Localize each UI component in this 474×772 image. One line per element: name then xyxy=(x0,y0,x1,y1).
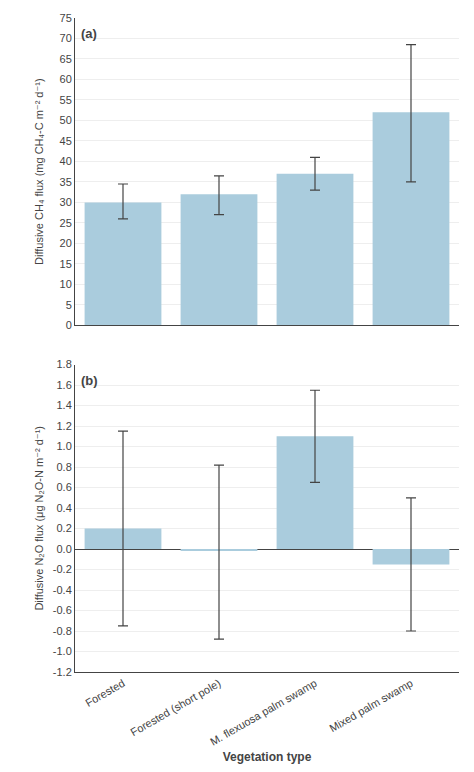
svg-text:1.4: 1.4 xyxy=(57,399,72,411)
svg-text:45: 45 xyxy=(60,135,72,147)
svg-text:35: 35 xyxy=(60,176,72,188)
svg-text:30: 30 xyxy=(60,196,72,208)
svg-text:0.4: 0.4 xyxy=(57,502,72,514)
svg-text:1.6: 1.6 xyxy=(57,379,72,391)
svg-text:(b): (b) xyxy=(81,373,98,388)
svg-text:20: 20 xyxy=(60,237,72,249)
svg-text:55: 55 xyxy=(60,94,72,106)
svg-text:15: 15 xyxy=(60,258,72,270)
svg-text:-1.0: -1.0 xyxy=(53,645,72,657)
svg-text:Diffusive N₂O flux (μg N₂O-N m: Diffusive N₂O flux (μg N₂O-N m⁻² d⁻¹) xyxy=(33,426,45,611)
svg-text:0.8: 0.8 xyxy=(57,461,72,473)
svg-text:25: 25 xyxy=(60,217,72,229)
svg-text:0: 0 xyxy=(66,319,72,331)
svg-text:-1.2: -1.2 xyxy=(53,666,72,678)
svg-text:1.0: 1.0 xyxy=(57,440,72,452)
svg-text:(a): (a) xyxy=(81,26,97,41)
svg-text:Vegetation type: Vegetation type xyxy=(223,750,312,764)
svg-text:70: 70 xyxy=(60,32,72,44)
svg-text:5: 5 xyxy=(66,299,72,311)
svg-text:-0.2: -0.2 xyxy=(53,563,72,575)
svg-text:0.6: 0.6 xyxy=(57,481,72,493)
svg-text:40: 40 xyxy=(60,155,72,167)
svg-text:Mixed palm swamp: Mixed palm swamp xyxy=(327,677,415,734)
svg-text:Diffusive CH₄ flux (mg CH₄-C m: Diffusive CH₄ flux (mg CH₄-C m⁻² d⁻¹) xyxy=(33,78,45,265)
svg-text:M. flexuosa palm swamp: M. flexuosa palm swamp xyxy=(208,677,319,748)
svg-text:-0.8: -0.8 xyxy=(53,625,72,637)
svg-text:1.8: 1.8 xyxy=(57,358,72,370)
svg-text:Forested: Forested xyxy=(83,677,127,709)
svg-text:50: 50 xyxy=(60,114,72,126)
svg-text:60: 60 xyxy=(60,73,72,85)
svg-text:65: 65 xyxy=(60,53,72,65)
svg-text:-0.6: -0.6 xyxy=(53,604,72,616)
svg-text:75: 75 xyxy=(60,12,72,24)
svg-text:0.0: 0.0 xyxy=(57,543,72,555)
svg-text:Forested (short pole): Forested (short pole) xyxy=(128,677,222,738)
svg-text:0.2: 0.2 xyxy=(57,522,72,534)
svg-text:10: 10 xyxy=(60,278,72,290)
svg-text:-0.4: -0.4 xyxy=(53,584,72,596)
svg-text:1.2: 1.2 xyxy=(57,420,72,432)
